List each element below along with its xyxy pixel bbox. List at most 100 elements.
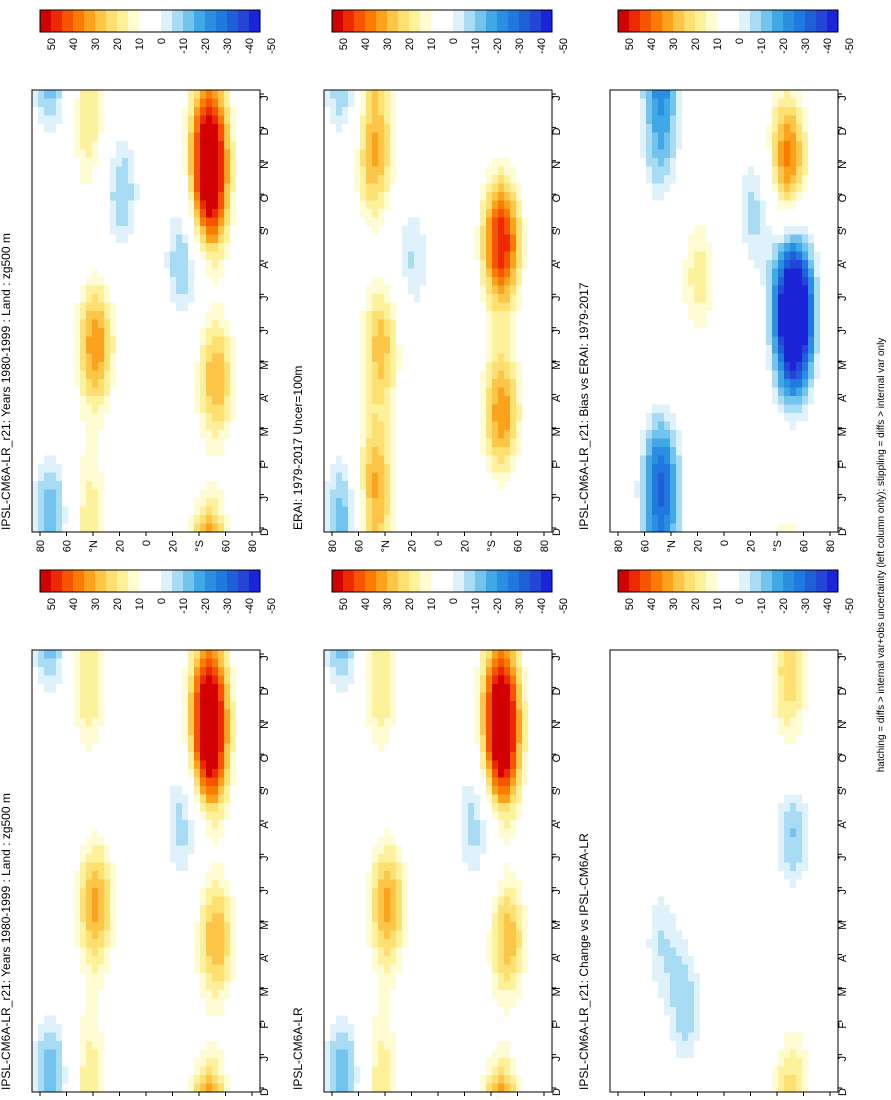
heatmap-cell	[670, 990, 677, 999]
heatmap-cell	[372, 930, 379, 940]
heatmap-cell	[790, 794, 797, 804]
heatmap-cell	[784, 319, 791, 329]
heatmap-cell	[372, 243, 379, 252]
heatmap-cell	[224, 404, 231, 414]
heatmap-cell	[360, 896, 367, 906]
heatmap-cell	[384, 837, 391, 846]
heatmap-cell	[516, 828, 523, 838]
heatmap-cell	[640, 905, 647, 914]
heatmap-cell	[784, 277, 791, 286]
heatmap-cell	[98, 98, 105, 108]
heatmap-cell	[784, 515, 791, 524]
heatmap-cell	[164, 234, 171, 244]
heatmap-cell	[206, 658, 213, 668]
heatmap-cell	[230, 752, 237, 761]
heatmap-cell	[396, 447, 403, 456]
heatmap-cell	[390, 455, 397, 465]
month-tick-label: J	[551, 655, 563, 661]
heatmap-cell	[330, 107, 337, 116]
heatmap-cell	[498, 200, 505, 210]
heatmap-cell	[492, 735, 499, 744]
heatmap-cell	[366, 718, 373, 727]
heatmap-cell	[652, 404, 659, 414]
heatmap-cell	[396, 158, 403, 167]
heatmap-cell	[188, 760, 195, 770]
heatmap-cell	[390, 498, 397, 507]
heatmap-cell	[664, 1032, 671, 1042]
heatmap-cell	[86, 90, 93, 99]
heatmap-cell	[790, 515, 797, 524]
heatmap-cell	[92, 658, 99, 668]
heatmap-cell	[92, 1058, 99, 1067]
heatmap-cell	[510, 769, 517, 778]
heatmap-cell	[396, 141, 403, 150]
heatmap-cell	[86, 862, 93, 872]
heatmap-cell	[218, 1007, 225, 1016]
heatmap-cell	[140, 200, 147, 210]
heatmap-cell	[492, 1015, 499, 1025]
heatmap-cell	[486, 1083, 493, 1093]
heatmap-cell	[98, 709, 105, 719]
heatmap-cell	[510, 345, 517, 354]
heatmap-cell	[230, 658, 237, 668]
heatmap-cell	[230, 743, 237, 753]
heatmap-cell	[516, 752, 523, 761]
heatmap-cell	[80, 973, 87, 982]
heatmap-cell	[772, 251, 779, 261]
heatmap-cell	[98, 506, 105, 516]
heatmap-cell	[378, 769, 385, 778]
heatmap-cell	[646, 990, 653, 999]
heatmap-cell	[778, 726, 785, 736]
heatmap-cell	[92, 311, 99, 320]
heatmap-cell	[182, 277, 189, 286]
heatmap-cell	[736, 175, 743, 184]
colorbar-swatch	[651, 10, 663, 32]
colorbar-swatch	[216, 570, 228, 592]
heatmap-cell	[492, 328, 499, 337]
heatmap-cell	[390, 294, 397, 303]
heatmap-cell	[230, 760, 237, 770]
heatmap-cell	[236, 413, 243, 422]
heatmap-cell	[778, 888, 785, 897]
colorbar-swatch	[464, 570, 476, 592]
heatmap-cell	[492, 981, 499, 991]
heatmap-cell	[646, 879, 653, 889]
heatmap-cell	[492, 183, 499, 193]
heatmap-cell	[206, 302, 213, 312]
heatmap-cell	[390, 879, 397, 889]
colorbar: 50 40 30 20 10 0 -10 -20 -30 -40 -50	[617, 9, 856, 54]
heatmap-cell	[212, 447, 219, 456]
heatmap-cell	[492, 345, 499, 354]
heatmap-cell	[390, 837, 397, 846]
heatmap-cell	[140, 209, 147, 218]
heatmap-cell	[134, 166, 141, 176]
heatmap-cell	[384, 277, 391, 286]
heatmap-cell	[372, 175, 379, 184]
heatmap-cell	[188, 871, 195, 880]
heatmap-cell	[504, 294, 511, 303]
heatmap-cell	[516, 1066, 523, 1076]
heatmap-cell	[784, 353, 791, 363]
heatmap-cell	[218, 404, 225, 414]
heatmap-cell	[110, 888, 117, 897]
heatmap-cell	[670, 913, 677, 923]
heatmap-cell	[516, 285, 523, 295]
heatmap-cell	[492, 438, 499, 448]
heatmap-cell	[516, 1024, 523, 1033]
heatmap-cell	[766, 149, 773, 159]
heatmap-cell	[396, 413, 403, 422]
heatmap-cell	[802, 98, 809, 108]
heatmap-cell	[498, 362, 505, 371]
heatmap-cell	[652, 930, 659, 940]
heatmap-cell	[754, 149, 761, 159]
heatmap-cell	[86, 200, 93, 210]
heatmap-cell	[176, 828, 183, 838]
heatmap-cell	[218, 786, 225, 795]
heatmap-cell	[390, 1049, 397, 1059]
heatmap-cell	[200, 523, 207, 533]
heatmap-cell	[658, 939, 665, 948]
heatmap-cell	[200, 939, 207, 948]
heatmap-cell	[378, 1032, 385, 1042]
heatmap-cell	[396, 998, 403, 1008]
heatmap-cell	[104, 990, 111, 999]
